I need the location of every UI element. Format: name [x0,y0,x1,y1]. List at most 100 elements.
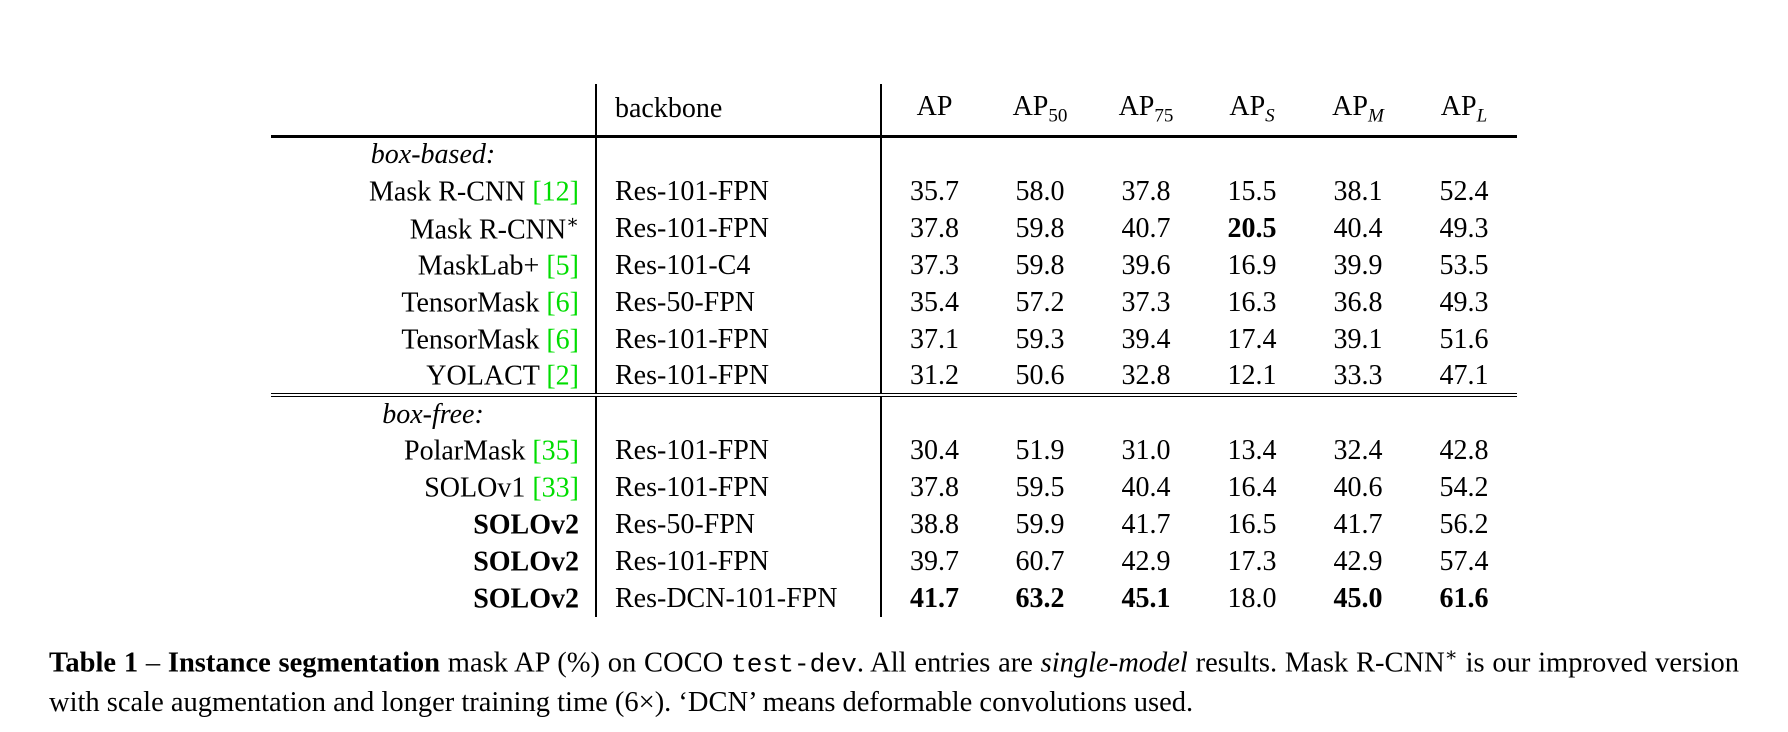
ap50-cell: 59.8 [1015,249,1065,281]
ap-cell: 38.8 [880,506,987,543]
ap-cell: 41.7 [880,580,987,617]
metric-name: AP [1012,90,1049,122]
citation-link[interactable]: [35] [532,435,579,467]
backbone-cell: Res-50-FPN [595,284,881,321]
citation-link[interactable]: [6] [546,287,579,319]
apl-cell: 47.1 [1439,359,1489,391]
caption-title: Instance segmentation [167,647,441,679]
table-row: SOLOv1 [33] Res-101-FPN 37.8 59.5 40.4 1… [271,469,1517,506]
ap50-cell: 50.6 [1015,359,1065,391]
apl-cell [1411,136,1517,173]
backbone-cell: Res-101-FPN [595,173,881,210]
method-name: PolarMask [404,435,533,467]
ap50-cell: 59.3 [1015,323,1065,355]
caption-italic: single-model [1040,647,1188,679]
apm-cell: 40.4 [1333,212,1383,244]
ap75-cell: 31.0 [1121,434,1171,466]
ap-cell: 37.3 [880,247,987,284]
method-name: Mask R-CNN [369,176,533,208]
apl-cell: 53.5 [1439,249,1489,281]
section-label: box-free: [271,393,596,432]
method-name: MaskLab+ [417,250,547,282]
apl-cell: 56.2 [1439,508,1489,540]
metric-subscript: L [1476,105,1488,127]
section-label: box-based: [370,139,496,171]
backbone-cell: Res-101-C4 [595,247,881,284]
table-row: Mask R-CNN∗ Res-101-FPN 37.8 59.8 40.7 2… [271,210,1517,247]
ap75-cell: 37.3 [1121,286,1171,318]
apm-cell: 39.1 [1333,323,1383,355]
backbone-cell: Res-101-FPN [595,358,881,395]
aps-cell: 17.4 [1227,323,1277,355]
ap-cell: 37.8 [880,469,987,506]
ap-cell: 35.7 [880,173,987,210]
ap50-cell: 59.9 [1015,508,1065,540]
table-row: MaskLab+ [5] Res-101-C4 37.3 59.8 39.6 1… [271,247,1517,284]
ap75-cell [1093,136,1199,173]
backbone-col-header: backbone [595,84,881,138]
citation-link[interactable]: [5] [546,250,579,282]
aps-cell: 16.9 [1227,249,1277,281]
table-row: Mask R-CNN [12] Res-101-FPN 35.7 58.0 37… [271,173,1517,210]
apl-cell: 49.3 [1439,212,1489,244]
apl-cell: 54.2 [1439,471,1489,503]
citation-link[interactable]: [33] [532,472,579,504]
method-name: SOLOv2 [473,546,579,578]
method-cell: MaskLab+ [5] [271,247,596,284]
ap50-cell: 63.2 [1015,582,1065,614]
ap-col-header: AP [880,84,987,138]
aps-cell: 12.1 [1227,359,1277,391]
ap-cell [880,136,987,173]
ap75-cell: 45.1 [1121,582,1171,614]
method-name: TensorMask [401,287,547,319]
method-cell: SOLOv2 [271,580,596,617]
apm-cell [1305,136,1411,173]
apl-cell: 52.4 [1439,175,1489,207]
table-row: PolarMask [35] Res-101-FPN 30.4 51.9 31.… [271,432,1517,469]
method-name: TensorMask [401,324,547,356]
backbone-cell: Res-50-FPN [595,506,881,543]
aps-cell [1199,136,1305,173]
table-row: TensorMask [6] Res-50-FPN 35.4 57.2 37.3… [271,284,1517,321]
aps-cell: 15.5 [1227,175,1277,207]
method-cell: PolarMask [35] [271,432,596,469]
apl-col-header: APL [1411,84,1517,138]
backbone-cell: Res-101-FPN [595,543,881,580]
metric-name: AP [1118,90,1155,122]
ap-cell: 30.4 [880,432,987,469]
aps-col-header: APS [1199,84,1305,138]
method-name: SOLOv2 [473,509,579,541]
apm-cell: 38.1 [1333,175,1383,207]
method-cell: YOLACT [2] [271,358,596,395]
table-row: TensorMask [6] Res-101-FPN 37.1 59.3 39.… [271,321,1517,358]
caption-text: . All entries are [856,647,1041,679]
metric-name: AP [1440,90,1477,122]
method-name: YOLACT [426,360,547,392]
ap75-cell: 37.8 [1121,175,1171,207]
method-cell: Mask R-CNN [12] [271,173,596,210]
apl-cell [1411,393,1517,432]
table-row: SOLOv2 Res-50-FPN 38.8 59.9 41.7 16.5 41… [271,506,1517,543]
ap50-cell: 59.5 [1015,471,1065,503]
apl-cell: 42.8 [1439,434,1489,466]
header-row: backbone AP AP50 AP75 APS APM APL [271,84,1517,138]
ap50-cell: 51.9 [1015,434,1065,466]
table-row: SOLOv2 Res-101-FPN 39.7 60.7 42.9 17.3 4… [271,543,1517,580]
table-row: YOLACT [2] Res-101-FPN 31.2 50.6 32.8 12… [271,358,1517,395]
ap-cell: 31.2 [880,358,987,395]
caption-label: Table 1 [49,647,146,679]
citation-link[interactable]: [2] [546,360,579,392]
ap-cell: 35.4 [880,284,987,321]
backbone-cell: Res-DCN-101-FPN [595,580,881,617]
caption-code: test-dev [730,649,857,680]
aps-cell: 17.3 [1227,545,1277,577]
metric-subscript: M [1367,105,1384,127]
ap50-cell: 59.8 [1015,212,1065,244]
caption-text: mask AP (%) on COCO [440,647,731,679]
citation-link[interactable]: [12] [532,176,579,208]
method-superscript: ∗ [566,211,579,233]
citation-link[interactable]: [6] [546,324,579,356]
apm-cell: 41.7 [1333,508,1383,540]
ap50-cell: 57.2 [1015,286,1065,318]
